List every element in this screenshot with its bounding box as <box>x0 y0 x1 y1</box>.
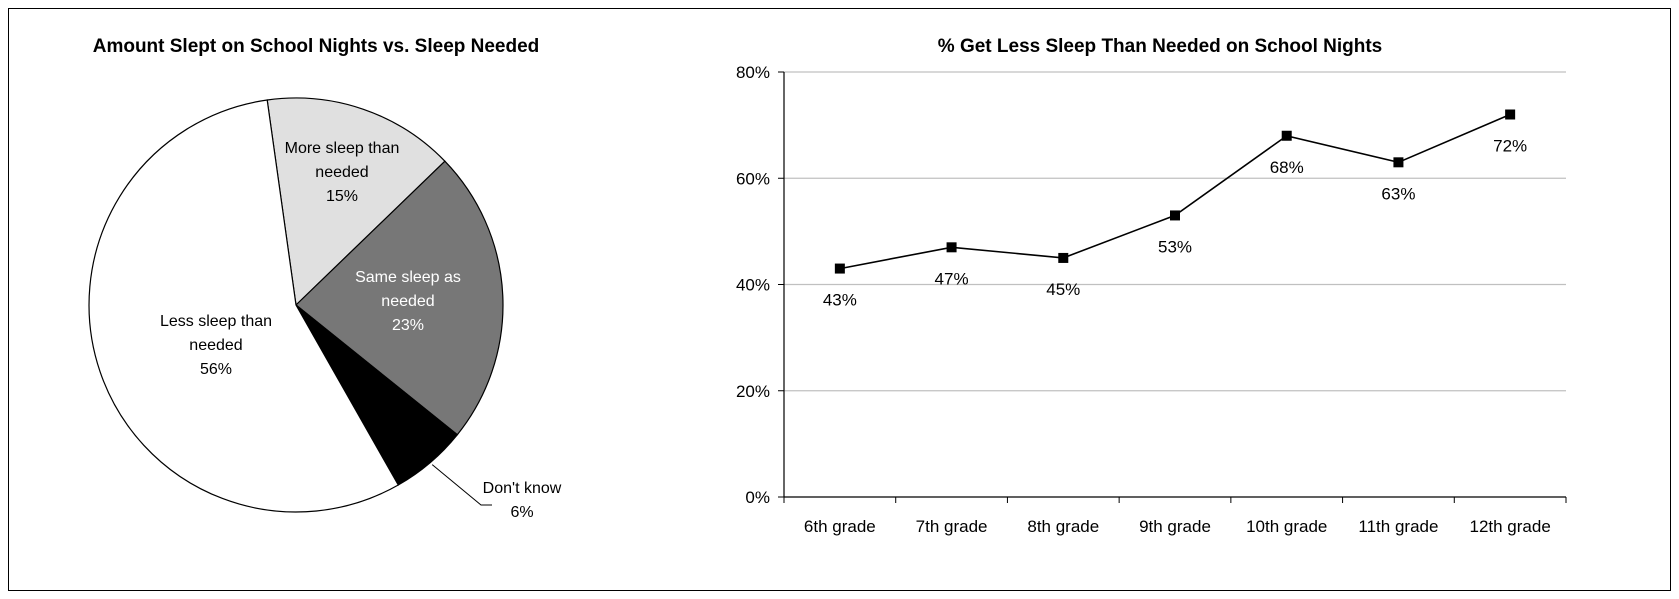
data-label: 63% <box>1381 184 1415 203</box>
x-tick-label: 9th grade <box>1139 517 1211 536</box>
data-point-marker <box>946 242 957 253</box>
data-label: 72% <box>1493 137 1527 156</box>
x-tick-label: 8th grade <box>1027 517 1099 536</box>
data-point-marker <box>834 263 845 274</box>
pie-slice-label: Don't know 6% <box>483 480 562 521</box>
pie-chart: Amount Slept on School Nights vs. Sleep … <box>88 36 562 521</box>
y-tick-label: 60% <box>736 169 770 188</box>
x-tick-label: 7th grade <box>916 517 988 536</box>
data-label: 43% <box>823 291 857 310</box>
data-point-marker <box>1281 130 1292 141</box>
pie-slice <box>266 97 446 307</box>
data-label: 68% <box>1270 158 1304 177</box>
data-point-marker <box>1505 109 1516 120</box>
pie-leader-line <box>431 464 492 506</box>
data-point-marker <box>1170 210 1180 221</box>
data-point-marker <box>1393 157 1404 168</box>
data-label: 53% <box>1158 237 1192 256</box>
y-tick-label: 80% <box>736 63 770 82</box>
x-tick-label: 10th grade <box>1246 517 1327 536</box>
pie-slice <box>88 99 400 513</box>
data-label: 45% <box>1046 280 1080 299</box>
x-tick-label: 12th grade <box>1469 517 1550 536</box>
y-tick-label: 0% <box>745 488 770 507</box>
x-tick-label: 11th grade <box>1358 517 1438 536</box>
pie-chart-title: Amount Slept on School Nights vs. Sleep … <box>93 36 540 57</box>
y-tick-label: 20% <box>736 382 770 401</box>
data-label: 47% <box>935 269 969 288</box>
pie-slice <box>295 160 504 436</box>
y-tick-label: 40% <box>736 276 770 295</box>
data-point-marker <box>1058 252 1069 263</box>
pie-slice-label: Less sleep than needed 56% <box>160 313 272 378</box>
line-chart: % Get Less Sleep Than Needed on School N… <box>736 36 1567 536</box>
x-tick-label: 6th grade <box>804 517 876 536</box>
line-chart-title: % Get Less Sleep Than Needed on School N… <box>938 36 1382 57</box>
pie-slice-label: More sleep than needed 15% <box>285 140 400 205</box>
pie-slice-label: Same sleep as needed 23% <box>355 269 461 334</box>
